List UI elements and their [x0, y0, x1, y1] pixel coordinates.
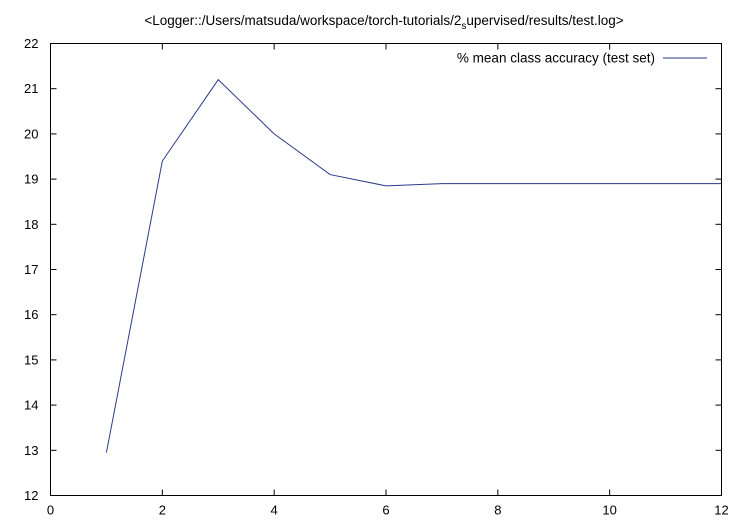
- x-tick-label-0: 0: [47, 503, 54, 518]
- y-axis: 12 13 14 15 16 17 18 19 20 21 22: [24, 36, 722, 503]
- y-tick-label-1: 13: [24, 443, 38, 458]
- y-tick-label-8: 20: [24, 126, 38, 141]
- chart-title: <Logger::/Users/matsuda/workspace/torch-…: [144, 13, 623, 32]
- y-tick-label-10: 22: [24, 36, 38, 51]
- series-line-0: [105, 78, 722, 453]
- x-tick-label-6: 12: [714, 503, 728, 518]
- x-tick-label-3: 6: [382, 503, 389, 518]
- x-tick-label-2: 4: [271, 503, 278, 518]
- x-tick-label-5: 10: [602, 503, 616, 518]
- y-tick-label-2: 14: [24, 398, 38, 413]
- y-tick-label-0: 12: [24, 488, 38, 503]
- chart-title-rest: upervised/results/test.log>: [466, 13, 623, 28]
- series-layer: [105, 78, 722, 453]
- chart-title-subscript: s: [461, 21, 466, 32]
- chart-title-main: <Logger::/Users/matsuda/workspace/torch-…: [144, 13, 461, 28]
- plot-area-frame: [50, 43, 722, 496]
- x-axis: 0 2 4 6 8 10 12: [47, 43, 729, 518]
- y-tick-label-9: 21: [24, 81, 38, 96]
- x-tick-label-1: 2: [159, 503, 166, 518]
- x-tick-label-4: 8: [494, 503, 501, 518]
- y-tick-label-4: 16: [24, 307, 38, 322]
- y-tick-label-5: 17: [24, 262, 38, 277]
- legend-label-0: % mean class accuracy (test set): [457, 51, 655, 66]
- y-tick-label-3: 15: [24, 352, 38, 367]
- legend: % mean class accuracy (test set): [457, 51, 707, 66]
- y-tick-label-6: 18: [24, 217, 38, 232]
- y-tick-label-7: 19: [24, 172, 38, 187]
